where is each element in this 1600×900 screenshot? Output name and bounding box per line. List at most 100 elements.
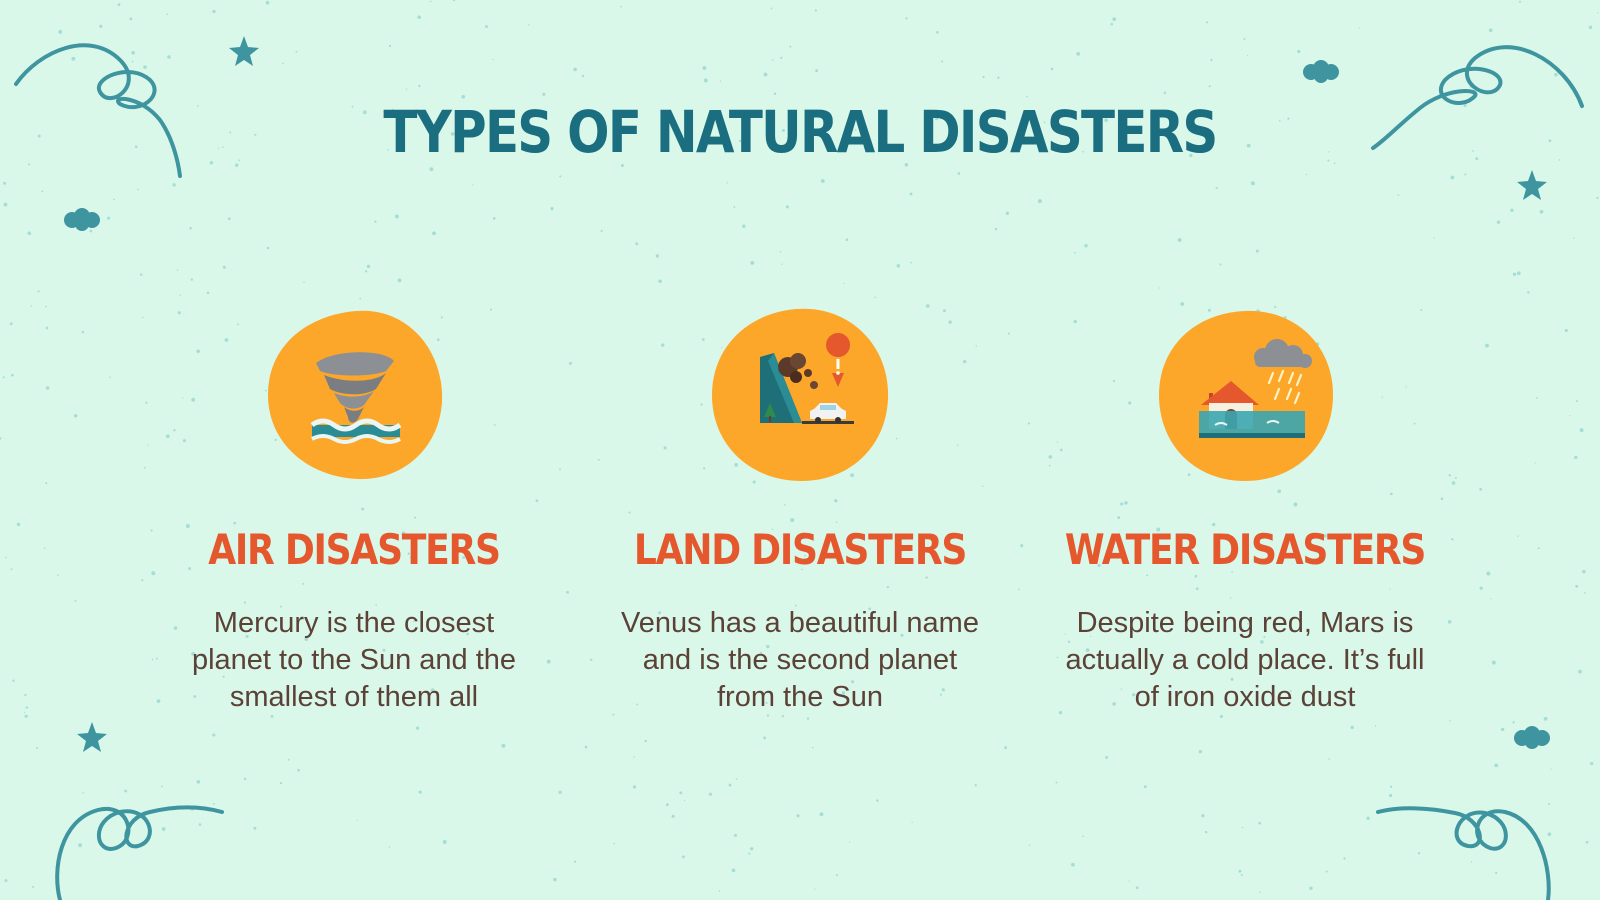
speckle <box>1255 249 1259 253</box>
speckle <box>796 814 800 818</box>
speckle <box>1189 153 1193 158</box>
speckle <box>1073 319 1077 324</box>
speckle <box>253 826 257 830</box>
speckle <box>78 843 83 848</box>
speckle <box>37 290 40 293</box>
speckle <box>1120 688 1123 690</box>
speckle <box>1536 397 1538 399</box>
speckle <box>201 653 206 658</box>
speckle <box>781 128 785 132</box>
speckle <box>1071 862 1075 867</box>
speckle <box>1004 746 1008 750</box>
speckle <box>726 182 729 184</box>
speckle <box>811 746 814 749</box>
speckle <box>1454 477 1457 480</box>
speckle <box>859 550 862 552</box>
speckle <box>1381 396 1384 398</box>
speckle <box>1277 489 1282 494</box>
speckle <box>371 664 374 667</box>
speckle <box>141 579 144 582</box>
speckle <box>743 138 747 142</box>
speckle <box>82 792 84 794</box>
speckle <box>41 190 44 193</box>
speckle <box>1328 151 1330 153</box>
speckle <box>721 347 723 349</box>
speckle <box>361 507 365 511</box>
speckle <box>1490 598 1492 600</box>
speckle <box>1548 139 1552 143</box>
speckle <box>282 62 284 65</box>
speckle <box>1215 186 1218 189</box>
speckle <box>939 693 942 696</box>
page-title: TYPES OF NATURAL DISASTERS <box>383 98 1218 166</box>
speckle <box>1110 22 1114 26</box>
speckle <box>771 528 774 530</box>
star-icon <box>77 722 107 752</box>
speckle <box>137 188 139 191</box>
swirl-top-right <box>1371 45 1584 150</box>
speckle <box>760 651 763 654</box>
speckle <box>264 389 267 392</box>
speckle <box>1212 522 1216 527</box>
speckle <box>681 855 685 859</box>
speckle <box>142 316 144 319</box>
speckle <box>155 657 158 660</box>
speckle <box>1569 415 1571 417</box>
speckle <box>766 714 770 717</box>
speckle <box>1219 263 1222 266</box>
speckle <box>581 74 585 78</box>
speckle <box>597 458 600 461</box>
speckle <box>1089 635 1092 638</box>
speckle <box>660 343 665 347</box>
speckle <box>1082 150 1084 153</box>
speckle <box>566 590 570 594</box>
speckle <box>528 24 530 26</box>
speckle <box>58 29 63 34</box>
speckle <box>151 571 156 576</box>
speckle <box>734 463 738 467</box>
speckle <box>243 601 246 604</box>
speckle <box>1132 693 1136 697</box>
cloud-icon <box>1514 726 1550 749</box>
speckle <box>584 745 588 749</box>
speckle <box>196 349 200 353</box>
star-icon <box>229 36 259 66</box>
speckle <box>1250 181 1255 186</box>
speckle <box>620 5 622 8</box>
card-heading: AIR DISASTERS <box>208 525 501 574</box>
speckle <box>1097 563 1101 568</box>
speckle <box>633 756 635 758</box>
speckle <box>1397 194 1400 196</box>
speckle <box>382 648 386 652</box>
speckle <box>1227 533 1229 535</box>
speckle <box>1194 574 1198 578</box>
speckle <box>23 711 26 714</box>
speckle <box>1236 698 1239 701</box>
speckle <box>666 803 669 807</box>
speckle <box>1297 49 1301 54</box>
speckle <box>1479 487 1483 491</box>
speckle <box>25 706 28 709</box>
speckle <box>718 890 721 892</box>
speckle <box>896 264 901 268</box>
speckle <box>1112 17 1117 22</box>
speckle <box>24 693 27 697</box>
speckle <box>173 429 176 432</box>
speckle <box>1059 448 1063 452</box>
speckle <box>1448 474 1451 477</box>
speckle <box>391 108 394 111</box>
speckle <box>165 434 170 439</box>
speckle <box>131 60 134 63</box>
speckle <box>612 713 615 716</box>
speckle <box>1229 597 1232 599</box>
speckle <box>1576 400 1578 403</box>
speckle <box>620 163 624 168</box>
speckle <box>1440 497 1444 501</box>
speckle <box>1583 592 1586 594</box>
speckle <box>1084 243 1088 248</box>
speckle <box>957 172 961 175</box>
speckle <box>1027 422 1031 425</box>
speckle <box>1055 781 1058 784</box>
speckle <box>182 439 187 443</box>
speckle <box>876 799 879 802</box>
